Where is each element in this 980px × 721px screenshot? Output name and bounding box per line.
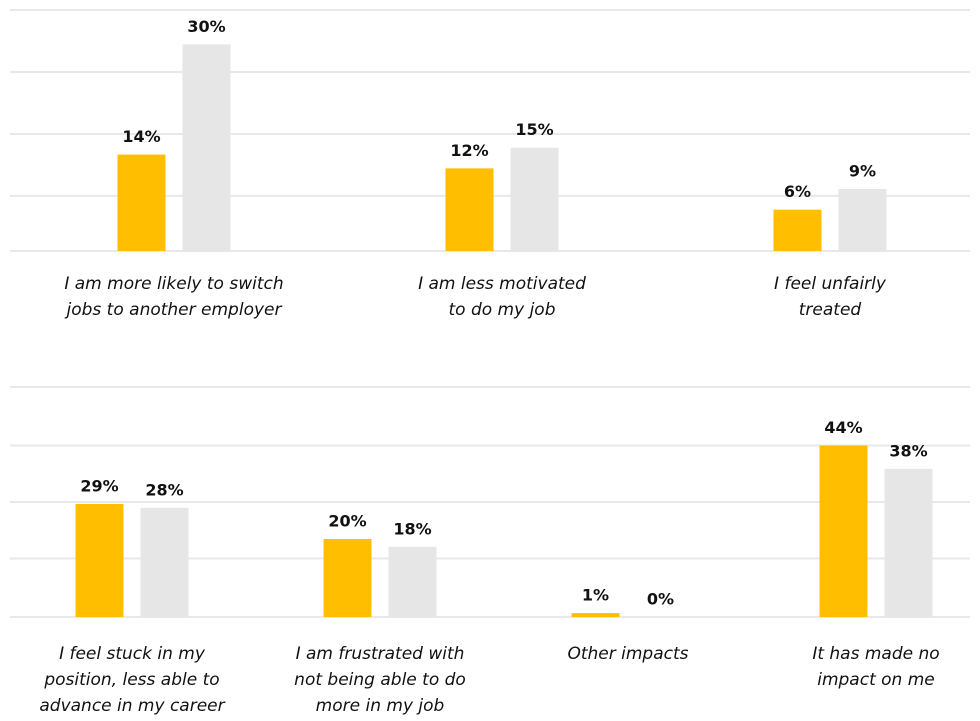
value-label: 29% (80, 476, 118, 495)
bar (773, 209, 822, 251)
value-label: 9% (849, 162, 876, 181)
value-label: 14% (122, 127, 160, 146)
value-label: 18% (393, 519, 431, 538)
bar (182, 44, 231, 251)
category-label: position, less able to (43, 670, 219, 690)
value-label: 1% (582, 586, 609, 605)
category-label: more in my job (316, 696, 445, 716)
bar (838, 189, 887, 251)
category-label: I feel unfairly (774, 274, 887, 294)
bar (445, 168, 494, 251)
value-label: 28% (145, 480, 183, 499)
bar (323, 539, 372, 617)
value-label: 6% (784, 182, 811, 201)
bar (510, 147, 559, 251)
category-label: It has made no (812, 644, 939, 664)
bar (884, 468, 933, 617)
category-label: advance in my career (39, 696, 225, 716)
value-label: 15% (515, 120, 553, 139)
bar (140, 507, 189, 617)
bar (117, 154, 166, 251)
bar (388, 546, 437, 617)
value-label: 12% (450, 141, 488, 160)
category-label: I am less motivated (418, 274, 586, 294)
category-label: I am more likely to switch (64, 274, 283, 294)
category-label: to do my job (448, 300, 555, 320)
value-label: 30% (187, 17, 225, 36)
category-label: I am frustrated with (296, 644, 465, 664)
category-label: impact on me (817, 670, 935, 690)
value-label: 44% (824, 418, 862, 437)
category-label: I feel stuck in my (59, 644, 206, 664)
category-label: jobs to another employer (65, 300, 283, 320)
category-label: treated (799, 300, 862, 320)
value-label: 0% (647, 590, 674, 609)
category-label: Other impacts (567, 644, 688, 664)
bar (75, 503, 124, 617)
category-label: not being able to do (294, 670, 466, 690)
bar (571, 613, 620, 617)
bar (819, 445, 868, 617)
value-label: 20% (328, 512, 366, 531)
value-label: 38% (889, 441, 927, 460)
